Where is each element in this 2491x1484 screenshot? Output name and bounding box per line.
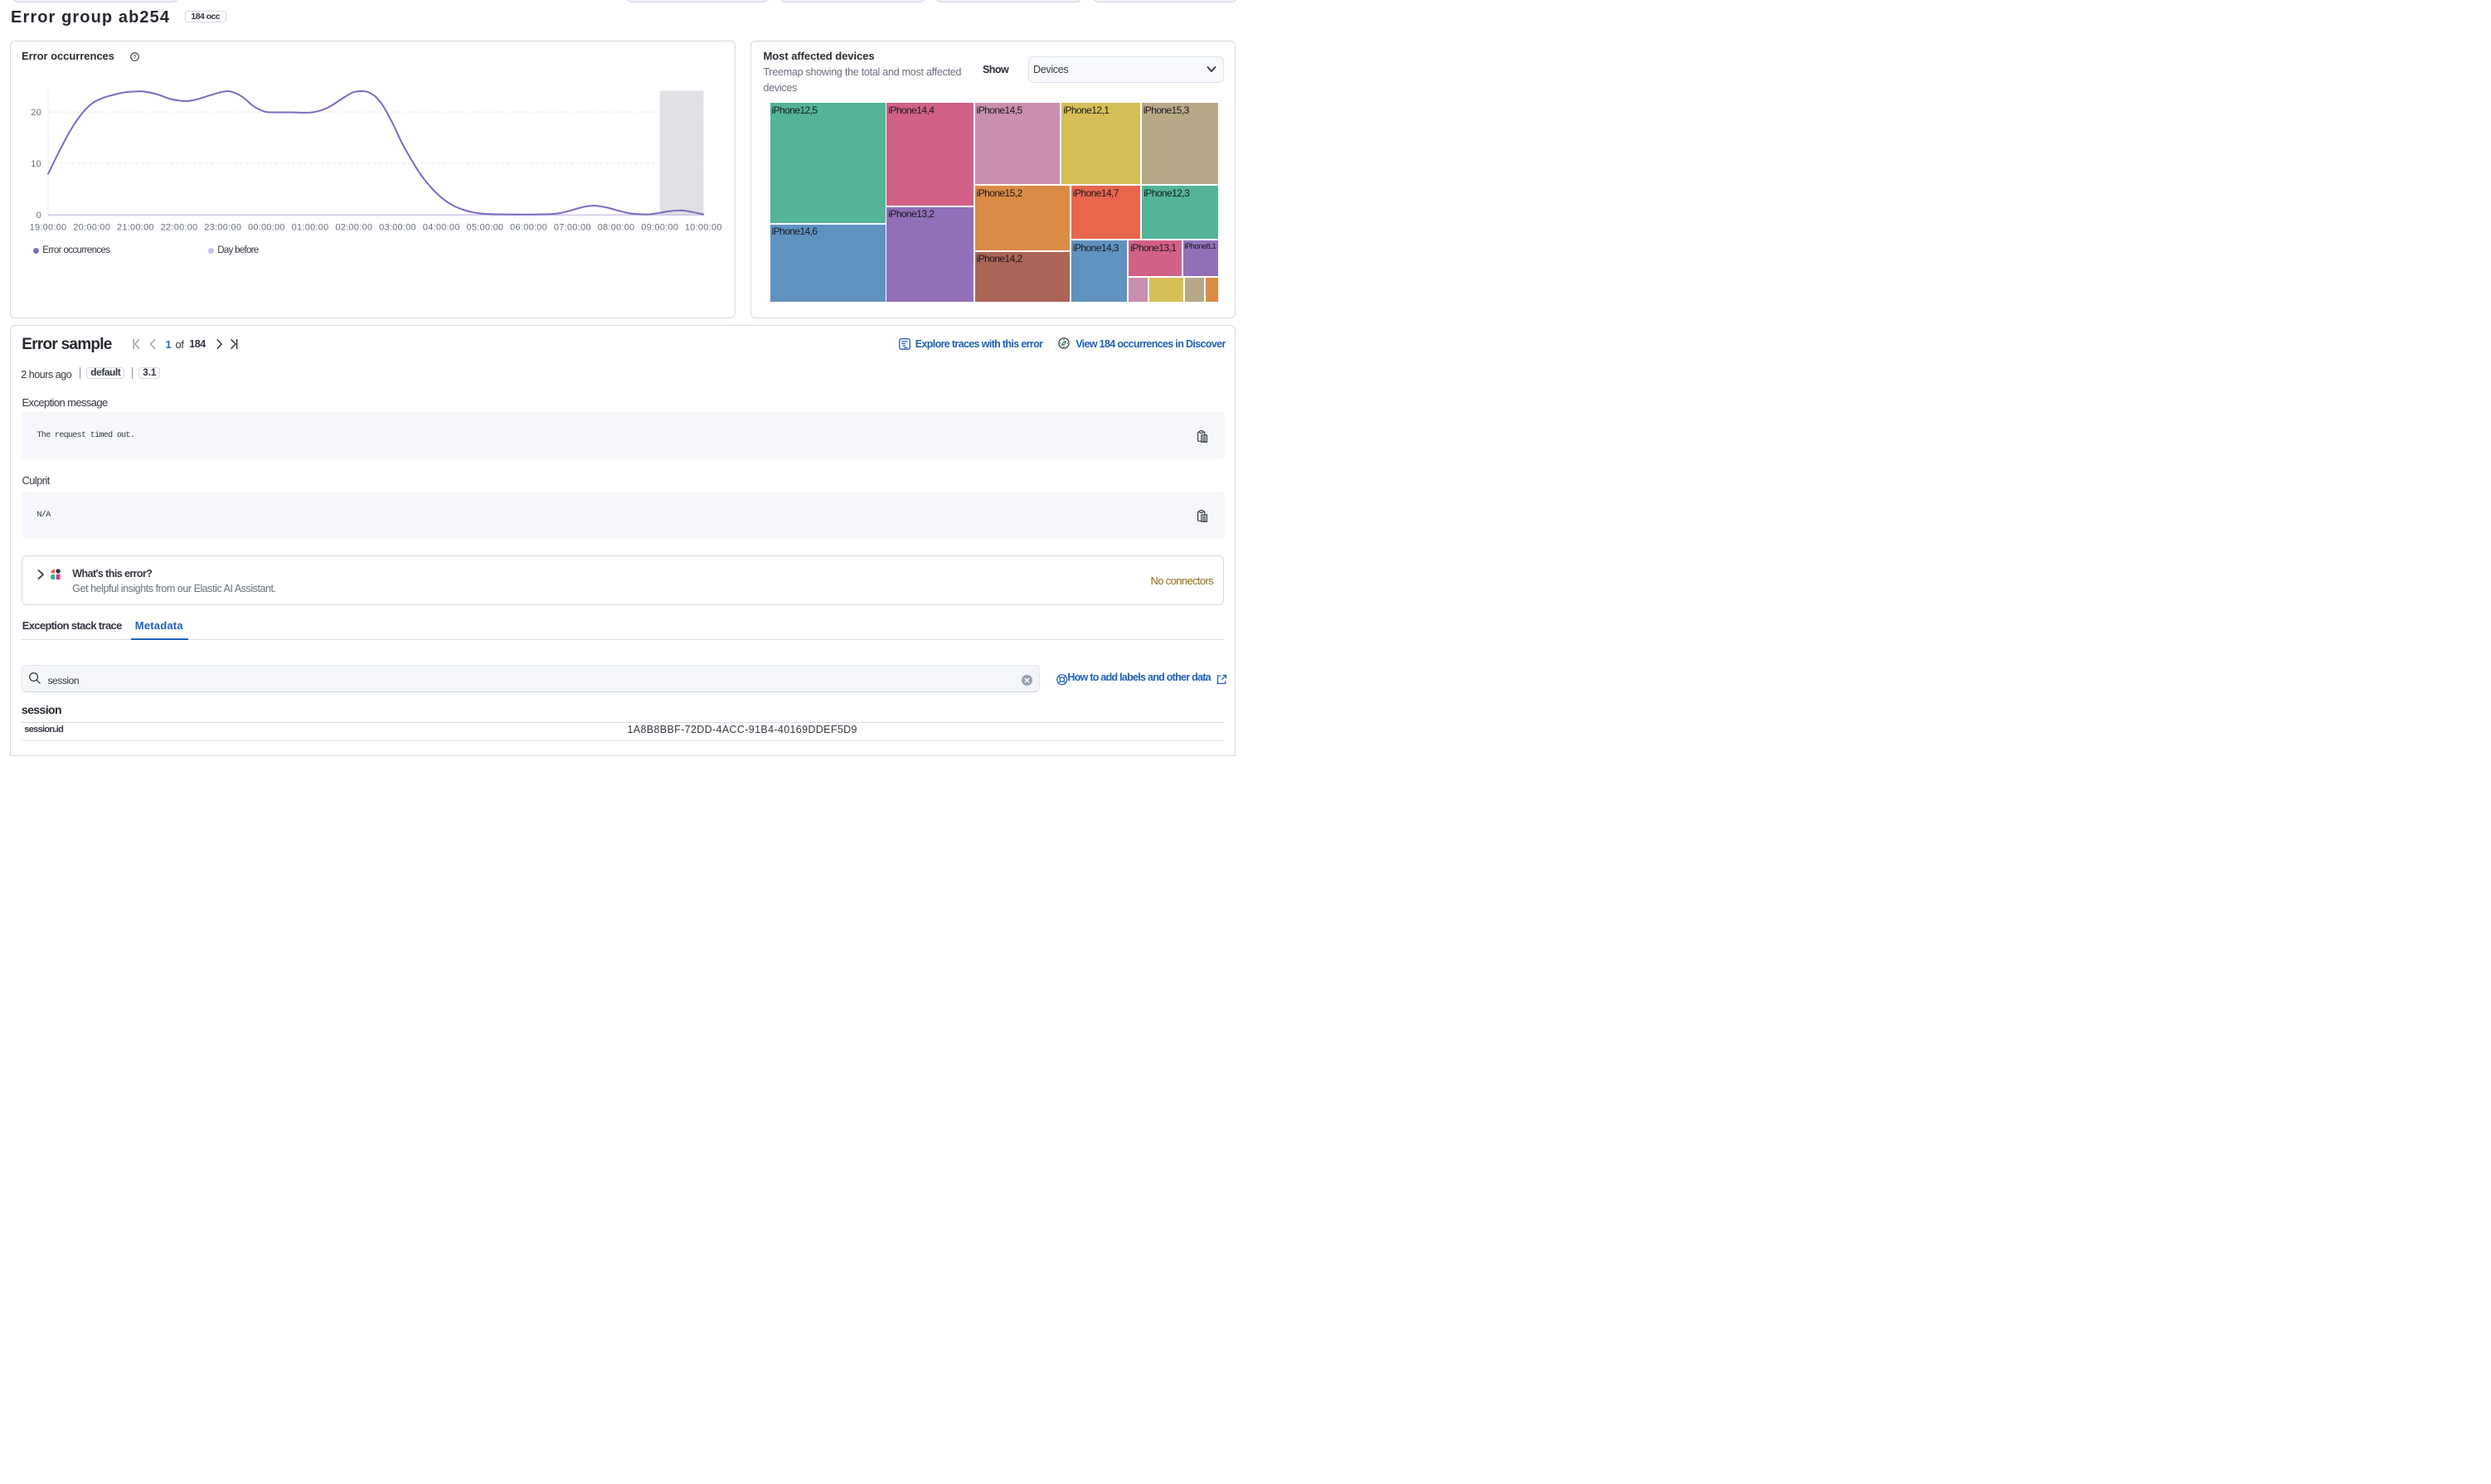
svg-text:21:00:00: 21:00:00 [117,222,154,232]
svg-text:20: 20 [31,107,41,117]
svg-text:05:00:00: 05:00:00 [466,222,503,232]
svg-text:08:00:00: 08:00:00 [598,222,635,232]
svg-text:20:00:00: 20:00:00 [73,222,110,232]
svg-text:19:00:00: 19:00:00 [30,222,67,232]
svg-text:09:00:00: 09:00:00 [641,222,678,232]
svg-text:10: 10 [31,158,41,168]
svg-text:07:00:00: 07:00:00 [554,222,591,232]
svg-text:02:00:00: 02:00:00 [335,222,372,232]
svg-text:04:00:00: 04:00:00 [423,222,460,232]
svg-text:22:00:00: 22:00:00 [161,222,198,232]
svg-text:06:00:00: 06:00:00 [510,222,547,232]
svg-text:01:00:00: 01:00:00 [292,222,329,232]
svg-text:00:00:00: 00:00:00 [248,222,285,232]
svg-text:03:00:00: 03:00:00 [379,222,416,232]
svg-text:10:00:00: 10:00:00 [685,222,722,232]
svg-text:23:00:00: 23:00:00 [204,222,241,232]
svg-text:0: 0 [36,211,41,221]
svg-text:?: ? [134,54,137,61]
